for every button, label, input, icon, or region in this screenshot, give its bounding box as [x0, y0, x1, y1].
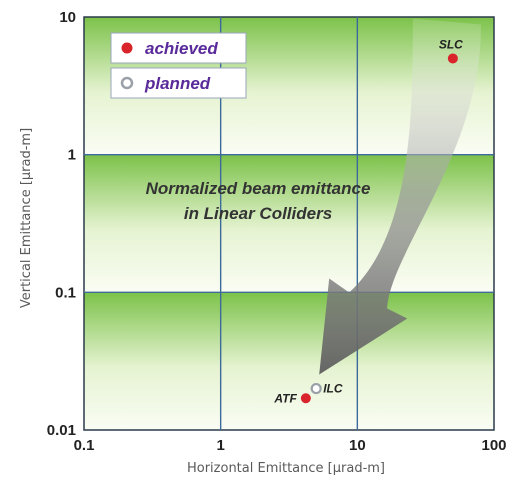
legend: achieved planned	[110, 32, 247, 99]
legend-label-achieved: achieved	[145, 39, 218, 58]
legend-box-planned	[110, 67, 247, 99]
data-points: SLC ATF ILC	[273, 37, 463, 405]
grid-lines	[84, 17, 494, 430]
y-tick-label: 1	[68, 147, 76, 164]
x-tick-label: 10	[349, 437, 366, 454]
legend-marker-achieved	[121, 42, 133, 54]
y-tick-label: 0.01	[47, 422, 76, 439]
legend-marker-planned	[120, 76, 134, 90]
background-band	[84, 292, 494, 430]
trend-arrow	[319, 18, 481, 375]
point-label-slc: SLC	[439, 37, 463, 51]
y-axis-label: Vertical Emittance [µrad-m]	[19, 128, 34, 308]
point-label-ilc: ILC	[323, 382, 343, 396]
data-point-ilc	[310, 382, 322, 395]
annotation-line-1: Normalized beam emittance	[146, 179, 371, 198]
legend-box-achieved	[110, 32, 247, 64]
x-axis-label: Horizontal Emittance [µrad-m]	[187, 461, 385, 476]
x-tick-label: 1	[216, 437, 224, 454]
x-tick-label: 100	[481, 437, 506, 454]
arrow-layer	[319, 18, 481, 375]
data-point-slc	[447, 53, 458, 64]
x-axis-ticks: 0.1 1 10 100	[74, 437, 506, 454]
y-tick-label: 10	[59, 9, 76, 26]
y-axis-ticks: 0.01 0.1 1 10	[47, 9, 76, 439]
chart-annotation: Normalized beam emittance in Linear Coll…	[146, 179, 371, 223]
legend-label-planned: planned	[144, 74, 211, 93]
annotation-line-2: in Linear Colliders	[184, 204, 332, 223]
plot-frame	[83, 16, 495, 431]
point-label-atf: ATF	[273, 391, 297, 405]
x-tick-label: 0.1	[74, 437, 95, 454]
data-point-atf	[300, 393, 311, 404]
y-tick-label: 0.1	[55, 284, 76, 301]
